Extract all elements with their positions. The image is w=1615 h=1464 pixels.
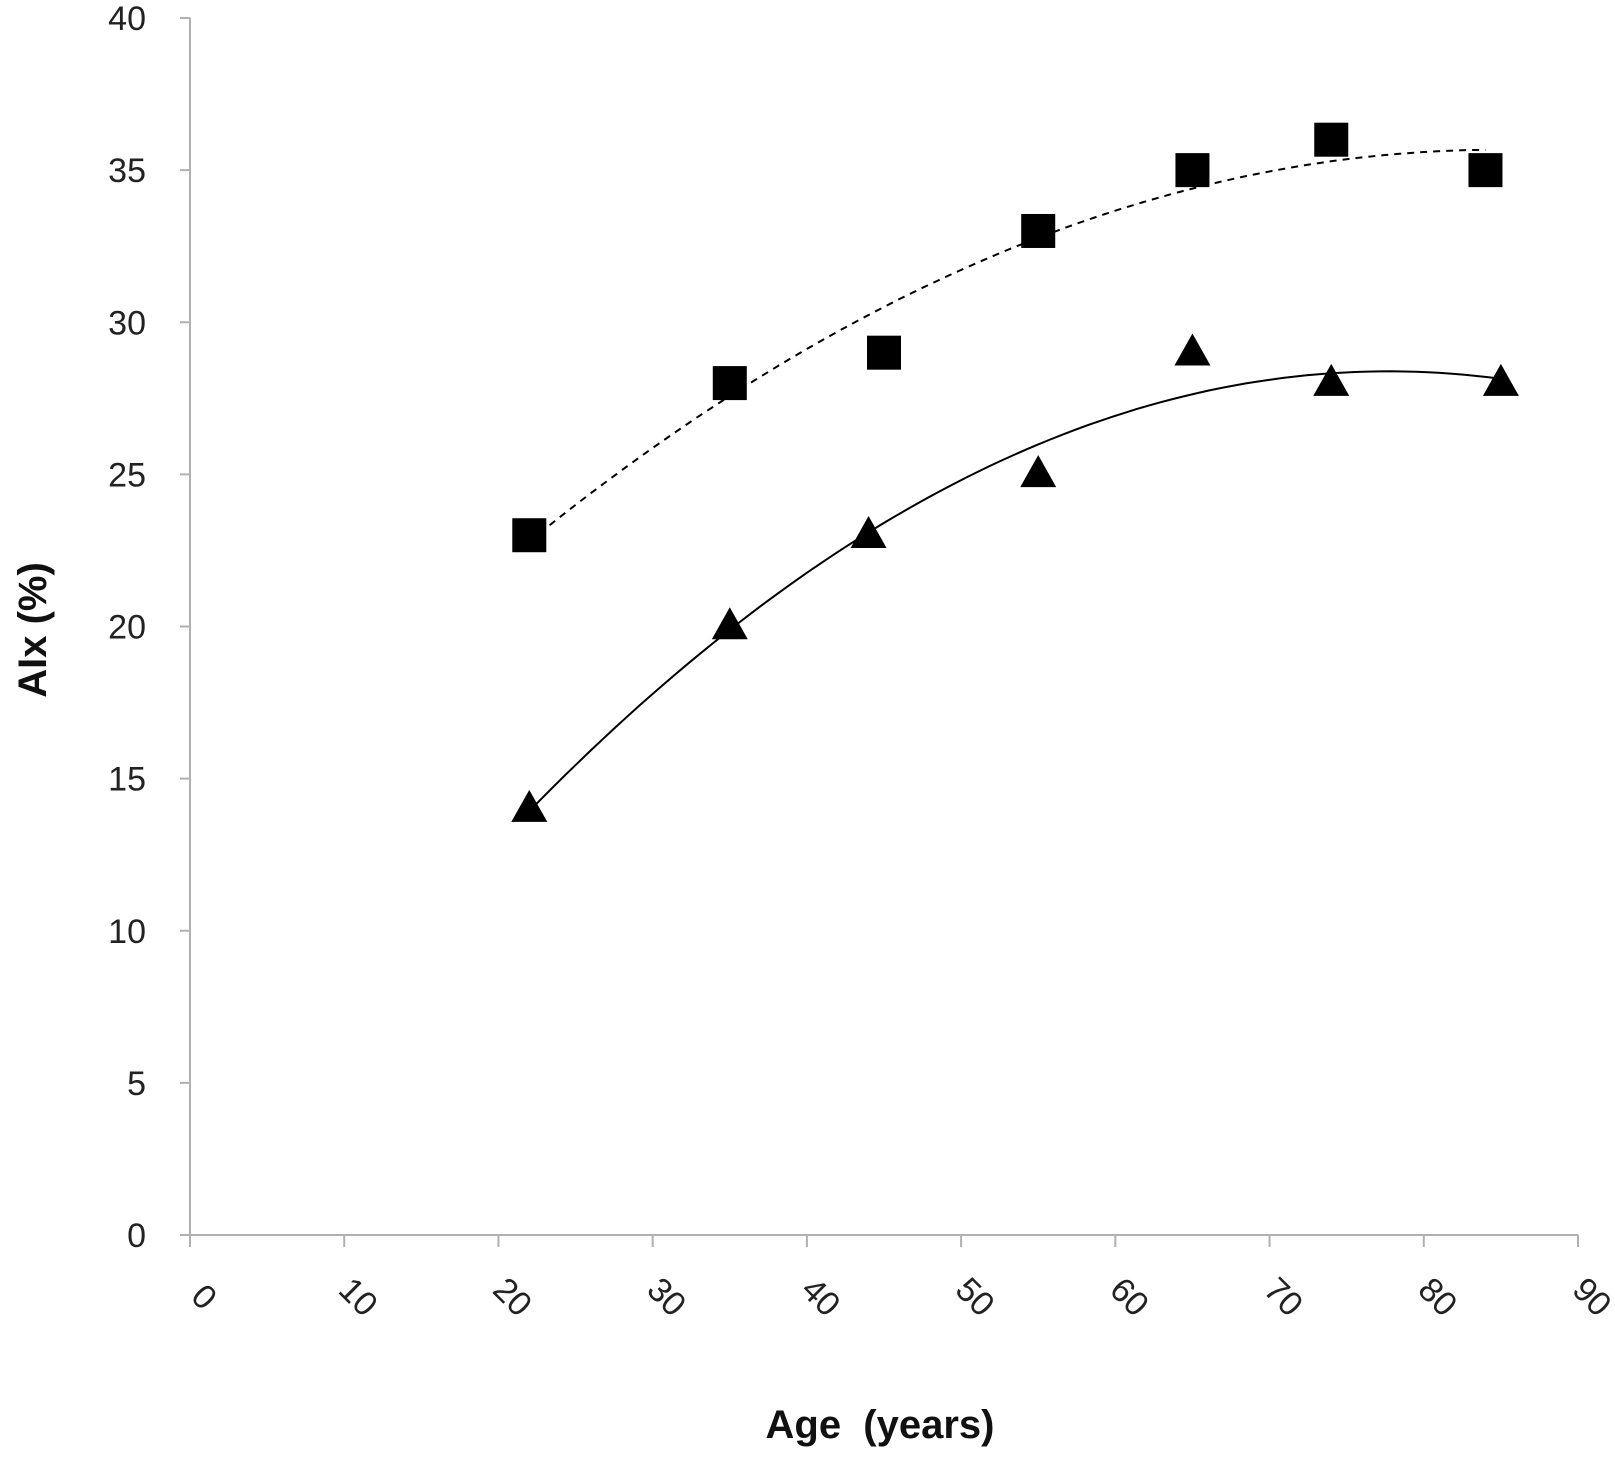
square-marker xyxy=(867,335,901,370)
triangle-marker xyxy=(711,607,748,640)
x-tick-label: 70 xyxy=(1257,1270,1311,1324)
triangle-marker xyxy=(511,789,548,822)
y-tick-label: 0 xyxy=(127,1217,146,1255)
square-marker xyxy=(1175,153,1210,188)
square-marker xyxy=(1021,213,1056,248)
x-tick-label: 30 xyxy=(640,1270,694,1324)
y-tick-label: 25 xyxy=(108,456,146,494)
x-tick-labels: 0 10 20 30 40 50 60 70 80 90 xyxy=(184,1270,1615,1324)
x-tick-label: 20 xyxy=(485,1270,539,1324)
x-axis-title: Age (years) xyxy=(766,1403,995,1447)
x-tick-label: 90 xyxy=(1565,1270,1615,1324)
square-marker xyxy=(1314,122,1349,157)
axes xyxy=(180,17,1579,1247)
triangle-marker xyxy=(1482,363,1519,396)
y-tick-label: 20 xyxy=(108,609,146,647)
x-tick-label: 60 xyxy=(1102,1270,1156,1324)
triangle-marker xyxy=(850,516,887,549)
square-marker xyxy=(512,518,547,553)
y-tick-label: 5 xyxy=(127,1065,146,1103)
y-tick-label: 10 xyxy=(108,913,146,951)
triangle-marker xyxy=(1020,455,1057,488)
y-tick-label: 35 xyxy=(108,152,146,190)
x-tick-label: 50 xyxy=(948,1270,1002,1324)
x-tick-label: 40 xyxy=(794,1270,848,1324)
y-tick-labels: 0 5 10 15 20 25 30 35 40 xyxy=(108,0,146,1255)
x-tick-label: 0 xyxy=(184,1277,224,1317)
y-tick-label: 40 xyxy=(108,0,146,38)
trendlines xyxy=(528,148,1502,812)
square-marker xyxy=(712,366,747,401)
y-tick-label: 15 xyxy=(108,761,146,799)
square-marker xyxy=(1468,153,1503,188)
x-tick-label: 80 xyxy=(1411,1270,1465,1324)
trendline-dashed xyxy=(528,148,1486,543)
data-markers xyxy=(511,122,1519,822)
y-axis-title: AIx (%) xyxy=(11,562,55,698)
triangle-marker xyxy=(1174,333,1211,366)
y-tick-label: 30 xyxy=(108,304,146,342)
triangle-marker xyxy=(1313,363,1350,396)
x-tick-label: 10 xyxy=(331,1270,385,1324)
trendline-solid xyxy=(528,370,1502,812)
